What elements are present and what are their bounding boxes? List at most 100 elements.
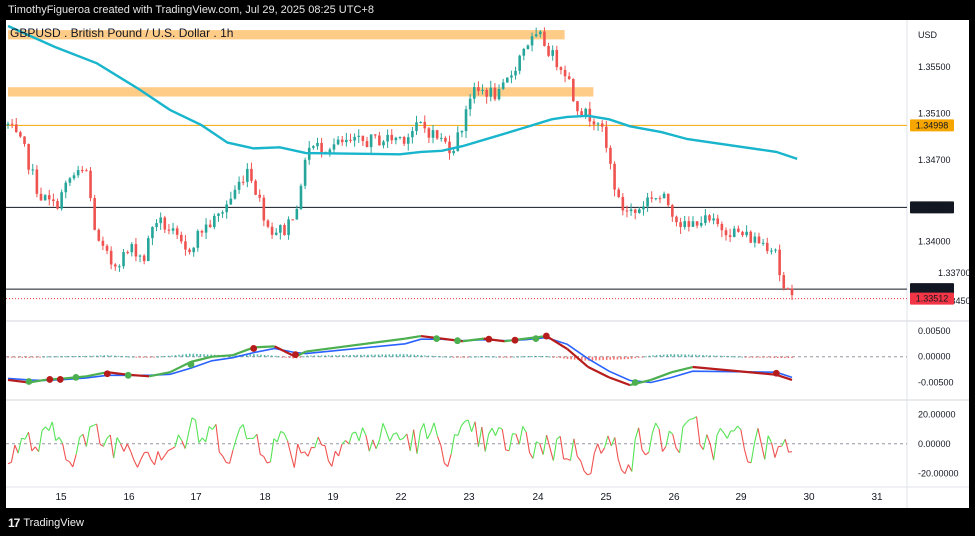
cci-line-segment — [58, 437, 64, 444]
macd-histogram-bar — [438, 356, 441, 358]
macd-histogram-bar — [470, 356, 473, 358]
macd-tick-label: 0.00500 — [918, 326, 951, 336]
cci-line-segment — [352, 431, 356, 434]
macd-histogram-bar — [566, 356, 569, 360]
macd-histogram-bar — [698, 354, 701, 357]
cci-line-segment — [474, 421, 479, 447]
macd-histogram-bar — [185, 354, 187, 357]
cci-line-segment — [447, 454, 452, 467]
candle-body — [254, 180, 257, 195]
cci-line-segment — [276, 431, 282, 443]
cci-line-segment — [672, 434, 677, 449]
macd-histogram-bar — [580, 356, 583, 361]
macd-histogram-bar — [441, 356, 444, 358]
candle-body — [547, 45, 550, 56]
cci-line-segment — [174, 434, 179, 447]
macd-histogram-bar — [691, 354, 694, 357]
candle-body — [378, 135, 381, 146]
candle-body — [753, 236, 757, 243]
candle-body — [303, 159, 307, 186]
cci-line-segment — [747, 461, 752, 464]
macd-histogram-bar — [82, 355, 84, 357]
candle-body — [31, 169, 35, 171]
candle-body — [770, 250, 773, 252]
macd-histogram-bar — [769, 356, 772, 358]
candle-body — [39, 193, 43, 201]
macd-histogram-bar — [498, 356, 501, 358]
macd-histogram-bar — [459, 356, 462, 358]
cci-line-segment — [273, 438, 278, 443]
macd-line-segment — [545, 335, 568, 350]
candle-body — [200, 230, 204, 233]
macd-line-segment — [566, 348, 589, 368]
candle-body — [708, 215, 711, 221]
cci-line-segment — [781, 439, 786, 447]
cci-line-segment — [119, 443, 125, 452]
macd-cross-dot — [187, 361, 195, 368]
cci-line-segment — [48, 421, 53, 431]
cci-line-segment — [675, 447, 680, 454]
macd-histogram-bar — [427, 355, 430, 357]
cci-line-segment — [426, 432, 432, 440]
macd-line-segment — [169, 360, 192, 374]
cci-line-segment — [454, 434, 459, 436]
chart-panel[interactable] — [6, 20, 969, 508]
macd-histogram-bar — [131, 356, 134, 358]
candle-body — [246, 168, 249, 182]
candle-body — [543, 31, 546, 46]
candle-body — [151, 227, 154, 239]
macd-histogram-bar — [605, 356, 608, 360]
candle-body — [72, 175, 76, 179]
macd-histogram-bar — [156, 356, 159, 358]
macd-histogram-bar — [110, 355, 113, 357]
candle-body — [47, 195, 51, 200]
cci-line-segment — [198, 437, 203, 444]
candle-body — [695, 221, 699, 226]
candle-body — [340, 139, 344, 143]
macd-histogram-bar — [85, 355, 88, 357]
macd-tick-label: -0.00500 — [918, 378, 954, 388]
candle-body — [167, 229, 171, 231]
macd-histogram-bar — [759, 356, 761, 358]
cci-line-segment — [573, 438, 578, 457]
cci-line-segment — [546, 434, 551, 449]
price-level-label: 1.34294 — [916, 202, 949, 212]
cci-line-segment — [709, 443, 715, 461]
cci-line-segment — [300, 451, 305, 454]
cci-line-segment — [89, 425, 94, 428]
cci-line-segment — [392, 432, 397, 435]
cci-line-segment — [614, 437, 619, 460]
macd-histogram-bar — [235, 355, 237, 357]
cci-line-segment — [184, 432, 190, 449]
cci-line-segment — [150, 459, 156, 466]
cci-line-segment — [242, 424, 248, 439]
cci-line-segment — [682, 422, 687, 428]
macd-line-segment — [671, 365, 693, 374]
cci-line-segment — [716, 428, 721, 436]
candle-body — [229, 198, 233, 205]
cci-line-segment — [430, 422, 435, 433]
cci-line-segment — [226, 461, 230, 464]
moving-average-line — [7, 24, 798, 161]
macd-line-segment — [274, 345, 296, 358]
macd-line-segment — [148, 371, 171, 378]
macd-histogram-bar — [199, 354, 202, 357]
macd-histogram-bar — [203, 354, 205, 357]
candle-body — [621, 197, 625, 211]
cci-line-segment — [726, 430, 732, 439]
candle-body — [716, 218, 720, 225]
macd-histogram-bar — [502, 356, 505, 358]
cci-line-segment — [556, 435, 561, 440]
macd-histogram-bar — [388, 354, 391, 357]
macd-histogram-bar — [114, 355, 116, 357]
macd-histogram-bar — [723, 355, 726, 357]
macd-histogram-bar — [527, 356, 530, 358]
candle-body — [489, 87, 493, 97]
macd-histogram-bar — [573, 356, 576, 360]
cci-tick-label: 0.00000 — [918, 439, 951, 449]
macd-histogram-bar — [491, 356, 494, 358]
cci-line-segment — [338, 443, 343, 457]
candle-body — [217, 213, 220, 216]
cci-line-segment — [68, 461, 74, 468]
